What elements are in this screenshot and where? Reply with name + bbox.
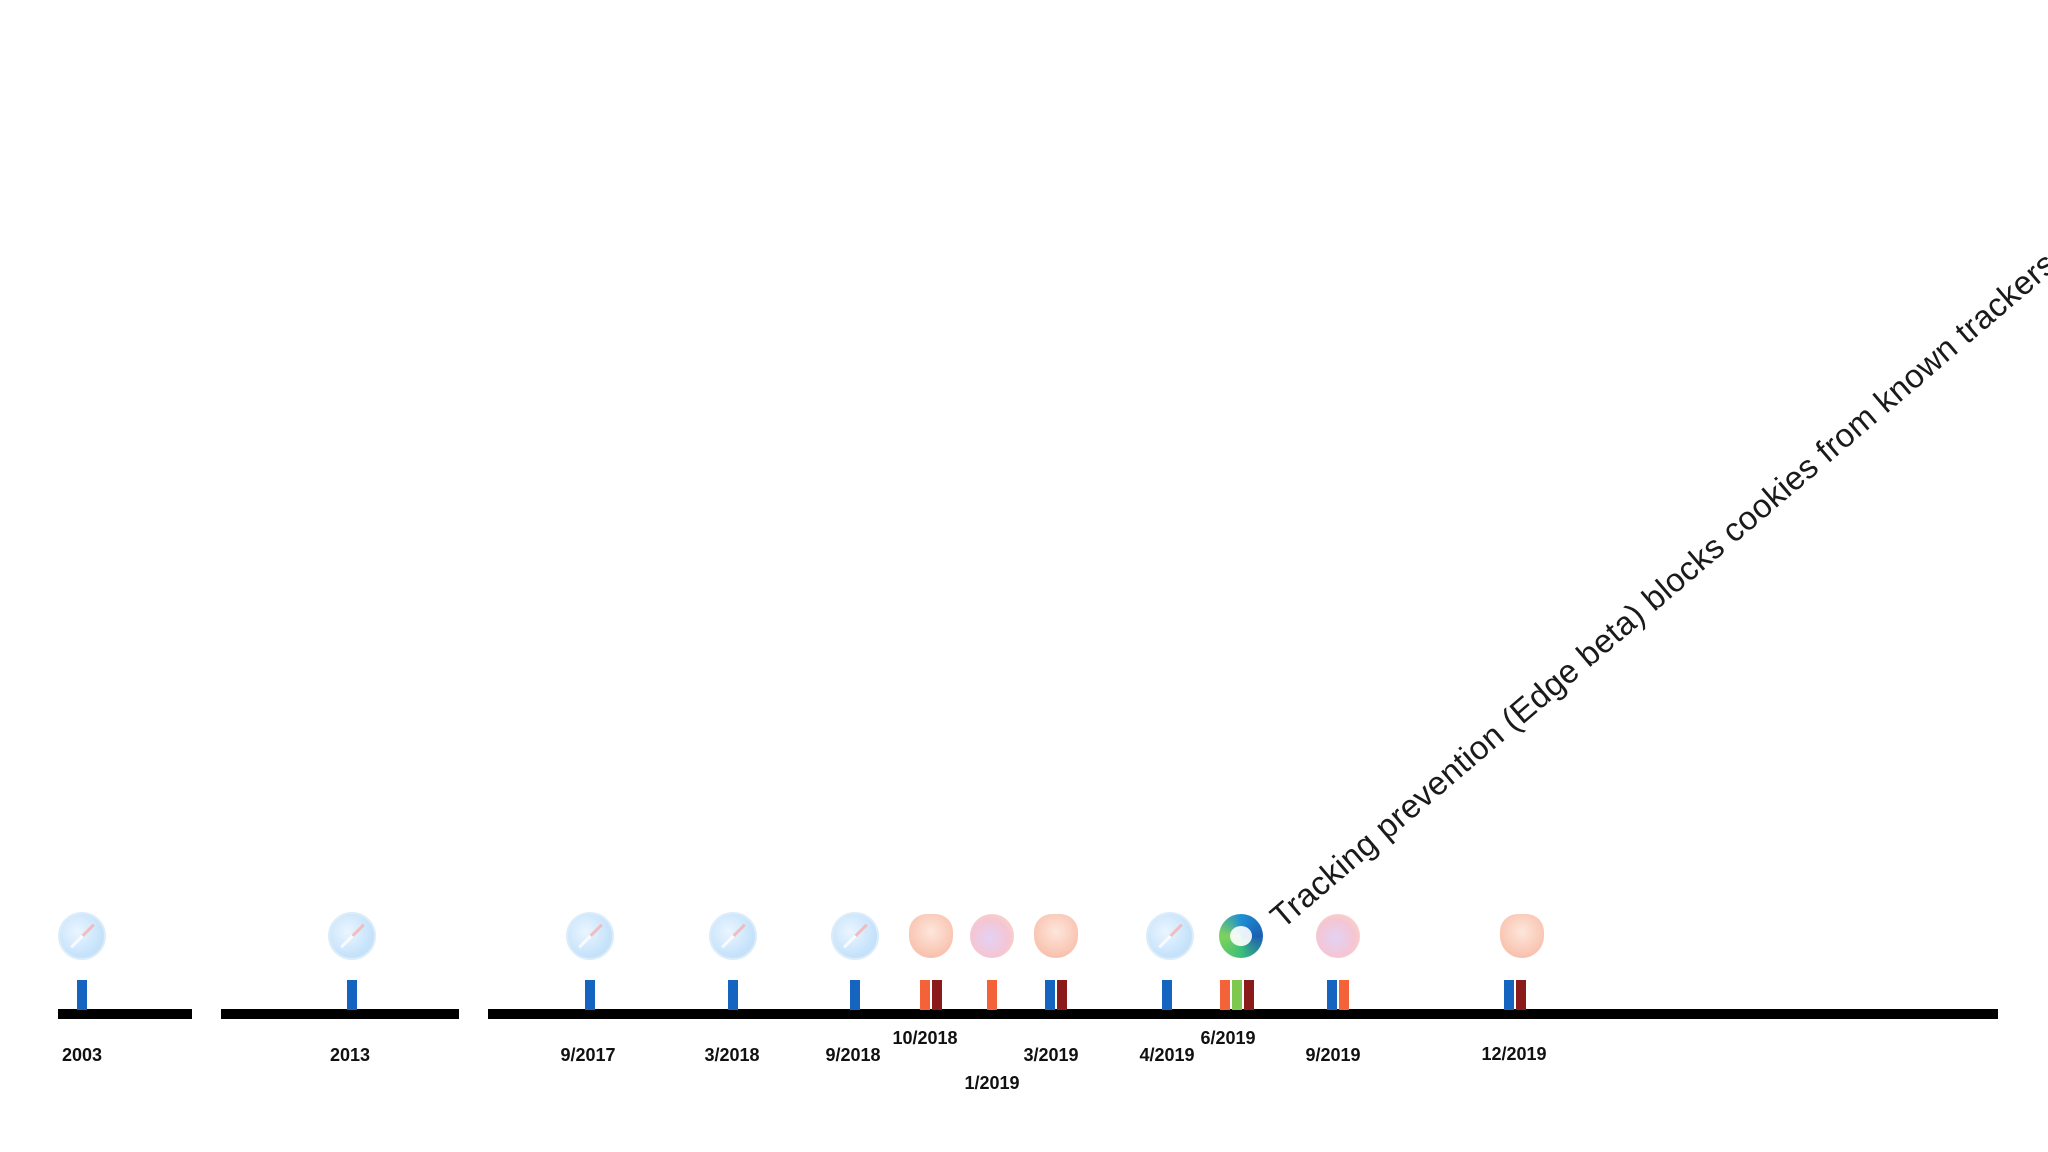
firefox-tick — [1339, 980, 1349, 1010]
brave-tick — [1244, 980, 1254, 1010]
brave-tick — [932, 980, 942, 1010]
firefox-tick — [920, 980, 930, 1010]
safari-icon — [709, 912, 757, 960]
safari-tick — [850, 980, 860, 1010]
brave-icon — [1500, 914, 1544, 958]
date-label: 3/2018 — [704, 1045, 760, 1065]
firefox-tick — [987, 980, 997, 1010]
brave-tick — [1057, 980, 1067, 1010]
safari-icon — [831, 912, 879, 960]
brave-icon — [909, 914, 953, 958]
safari-tick — [1504, 980, 1514, 1010]
brave-icon — [1034, 914, 1078, 958]
safari-icon — [58, 912, 106, 960]
brave-tick — [1516, 980, 1526, 1010]
firefox-icon — [1316, 914, 1360, 958]
firefox-icon — [970, 914, 1014, 958]
date-label: 10/2018 — [892, 1028, 958, 1048]
safari-tick — [1327, 980, 1337, 1010]
safari-tick — [1162, 980, 1172, 1010]
date-label: 2013 — [329, 1045, 371, 1065]
date-label: 1/2019 — [964, 1073, 1020, 1093]
date-label: 2003 — [61, 1045, 103, 1065]
date-label: 3/2019 — [1023, 1045, 1079, 1065]
date-label: 9/2018 — [825, 1045, 881, 1065]
date-label: 9/2017 — [560, 1045, 616, 1065]
safari-icon — [328, 912, 376, 960]
date-label: 4/2019 — [1139, 1045, 1195, 1065]
safari-tick — [347, 980, 357, 1010]
date-label: 6/2019 — [1200, 1028, 1256, 1048]
timeline-axis-segment-1 — [58, 1009, 192, 1019]
safari-tick — [1045, 980, 1055, 1010]
edge-annotation: Tracking prevention (Edge beta) blocks c… — [1263, 244, 2048, 936]
safari-tick — [77, 980, 87, 1010]
firefox-tick — [1220, 980, 1230, 1010]
safari-tick — [728, 980, 738, 1010]
safari-icon — [1146, 912, 1194, 960]
timeline-axis-segment-3 — [488, 1009, 1998, 1019]
edge-icon — [1219, 914, 1263, 958]
safari-icon — [566, 912, 614, 960]
edge-tick — [1232, 980, 1242, 1010]
date-label: 12/2019 — [1481, 1044, 1547, 1064]
safari-tick — [585, 980, 595, 1010]
date-label: 9/2019 — [1305, 1045, 1361, 1065]
timeline-axis-segment-2 — [221, 1009, 459, 1019]
